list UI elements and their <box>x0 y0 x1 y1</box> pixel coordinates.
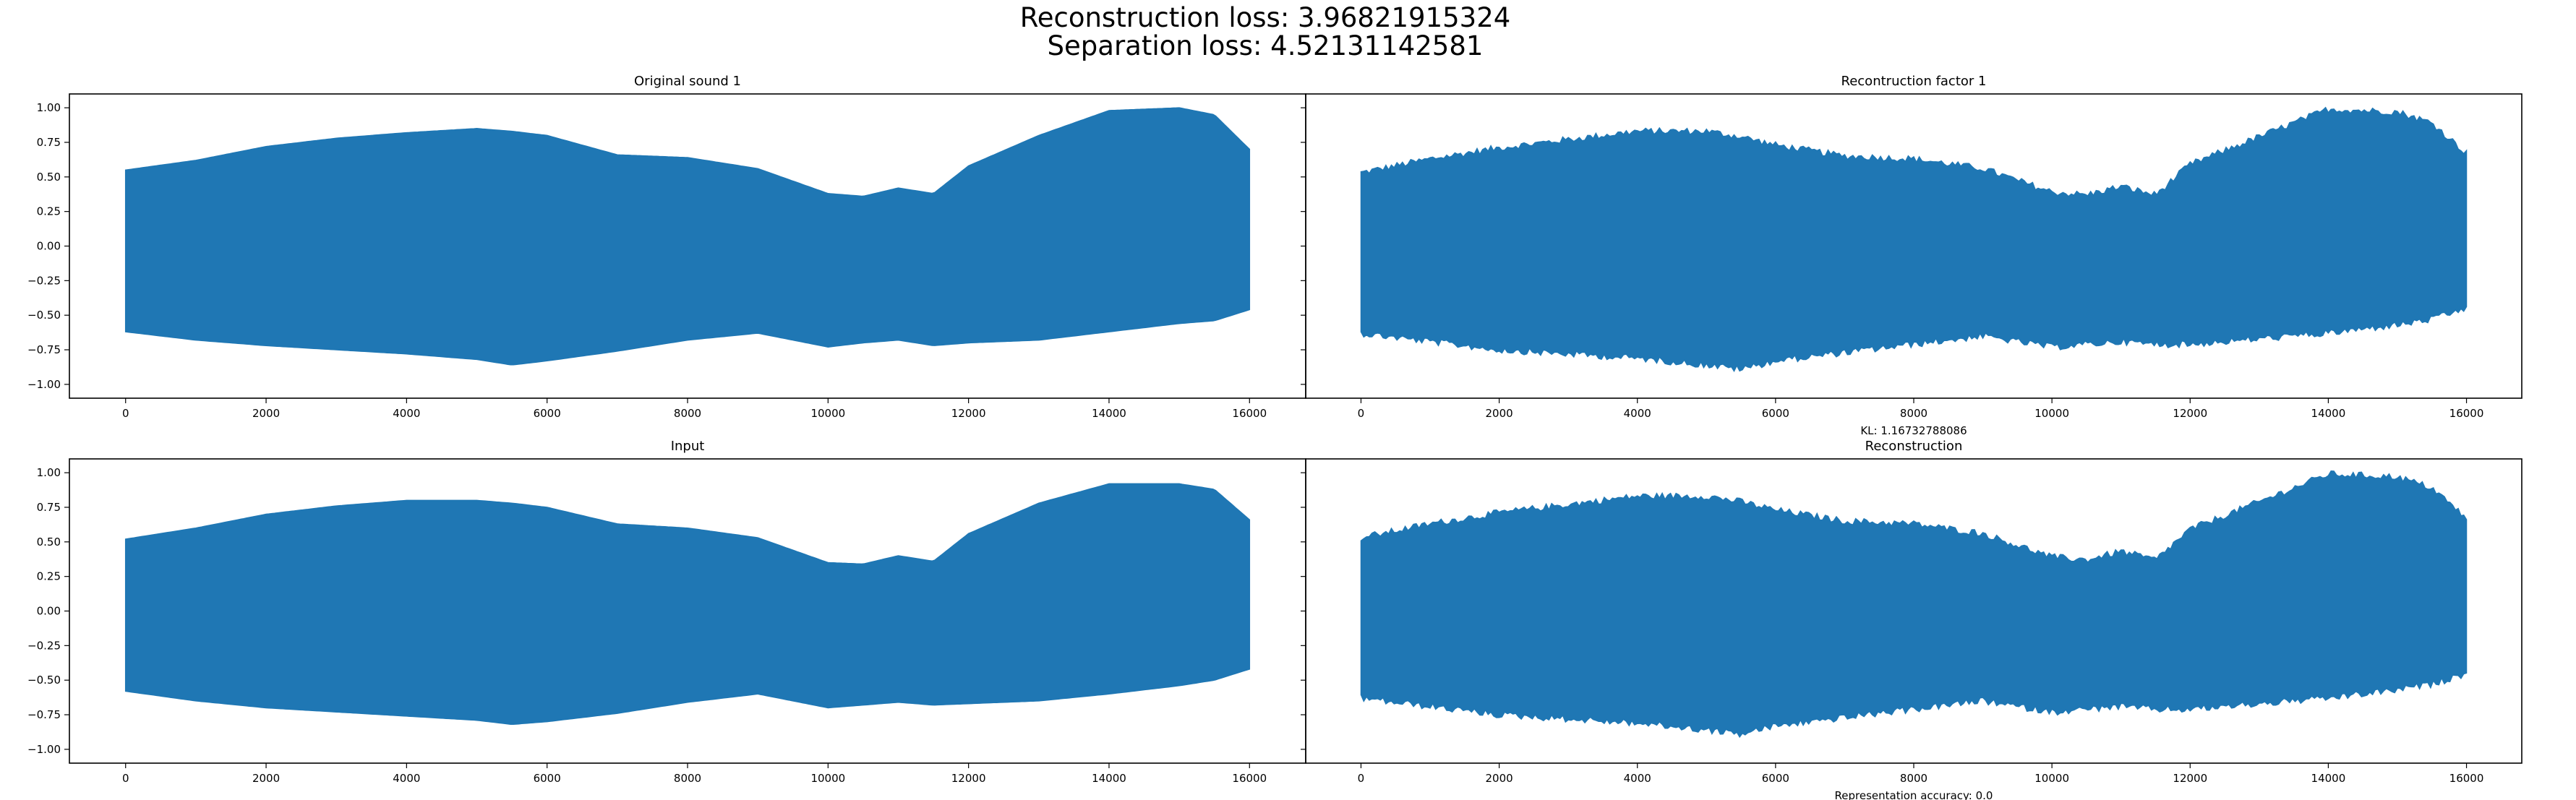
y-tick-label: 0.75 <box>37 501 61 514</box>
waveform-series <box>1360 106 2468 373</box>
subplot-4: Reconstruction 0 2000 4000 6000 8000 10000 1200… <box>1301 439 2522 800</box>
x-tick-label: 4000 <box>393 772 420 785</box>
y-tick-label: 1.00 <box>37 466 61 479</box>
x-tick-label: 14000 <box>2311 772 2346 785</box>
x-tick-label: 4000 <box>393 407 420 420</box>
x-tick-label: 4000 <box>1624 407 1651 420</box>
x-tick-label: 0 <box>1358 407 1365 420</box>
waveform-series <box>124 107 1251 366</box>
subplot-title: Recontruction factor 1 <box>1841 74 1987 89</box>
x-tick-label: 10000 <box>810 772 845 785</box>
subplot-title: Original sound 1 <box>634 74 741 89</box>
y-tick-label: 0.00 <box>37 240 61 253</box>
x-tick-label: 8000 <box>674 772 701 785</box>
x-tick-label: 14000 <box>1092 772 1126 785</box>
y-tick-label: −1.00 <box>27 743 61 756</box>
y-tick-label: −0.25 <box>27 639 61 652</box>
y-tick-label: 0.75 <box>37 136 61 149</box>
x-tick-label: 6000 <box>1762 772 1789 785</box>
x-tick-label: 16000 <box>2449 772 2484 785</box>
y-tick-label: −0.50 <box>27 309 61 322</box>
x-tick-label: 6000 <box>1762 407 1789 420</box>
subplot-grid: Original sound 1 0 2000 4000 6000 8000 10000 12… <box>27 74 2522 800</box>
waveform-series <box>1360 470 2468 739</box>
subplot-2: Recontruction factor 1 0 2000 4000 6000 8000 1… <box>1301 74 2522 437</box>
y-tick-label: 0.25 <box>37 205 61 218</box>
x-tick-label: 16000 <box>1232 772 1267 785</box>
x-tick-label: 12000 <box>2173 407 2207 420</box>
x-tick-label: 12000 <box>951 407 986 420</box>
suptitle-line-1: Reconstruction loss: 3.96821915324 <box>1020 2 1511 33</box>
y-tick-label: 0.25 <box>37 570 61 583</box>
x-tick-label: 2000 <box>1485 407 1512 420</box>
x-tick-label: 8000 <box>1900 772 1927 785</box>
x-tick-label: 2000 <box>252 772 280 785</box>
y-tick-label: 0.50 <box>37 171 61 184</box>
x-axis-label: KL: 1.16732788086 <box>1860 424 1967 437</box>
x-tick-label: 6000 <box>534 407 561 420</box>
x-axis-label: Representation accuracy: 0.0 <box>1835 789 1993 800</box>
subplot-3: Input 0 2000 4000 6000 8000 10000 12000 14000 160… <box>27 439 1306 785</box>
y-tick-label: 1.00 <box>37 101 61 114</box>
x-tick-label: 4000 <box>1624 772 1651 785</box>
y-tick-label: 0.00 <box>37 605 61 618</box>
x-tick-label: 14000 <box>1092 407 1126 420</box>
subplot-title: Input <box>671 439 705 454</box>
x-tick-label: 10000 <box>810 407 845 420</box>
x-tick-label: 2000 <box>1485 772 1512 785</box>
x-tick-label: 12000 <box>2173 772 2207 785</box>
x-tick-label: 2000 <box>252 407 280 420</box>
x-tick-label: 0 <box>122 772 129 785</box>
y-tick-label: −0.75 <box>27 708 61 721</box>
subplot-1: Original sound 1 0 2000 4000 6000 8000 10000 12… <box>27 74 1306 420</box>
x-tick-label: 12000 <box>951 772 986 785</box>
y-tick-label: 0.50 <box>37 536 61 549</box>
y-tick-label: −0.25 <box>27 274 61 287</box>
waveform-series <box>124 483 1251 726</box>
x-tick-label: 6000 <box>534 772 561 785</box>
y-tick-label: −0.75 <box>27 343 61 356</box>
y-tick-label: −1.00 <box>27 378 61 391</box>
x-tick-label: 14000 <box>2311 407 2346 420</box>
subplot-title: Reconstruction <box>1865 439 1963 454</box>
x-tick-label: 0 <box>1358 772 1365 785</box>
x-tick-label: 10000 <box>2034 772 2069 785</box>
x-tick-label: 16000 <box>1232 407 1267 420</box>
x-tick-label: 16000 <box>2449 407 2484 420</box>
x-tick-label: 8000 <box>1900 407 1927 420</box>
x-tick-label: 0 <box>122 407 129 420</box>
suptitle-line-2: Separation loss: 4.52131142581 <box>1048 30 1484 61</box>
y-tick-label: −0.50 <box>27 674 61 687</box>
x-tick-label: 10000 <box>2034 407 2069 420</box>
x-tick-label: 8000 <box>674 407 701 420</box>
